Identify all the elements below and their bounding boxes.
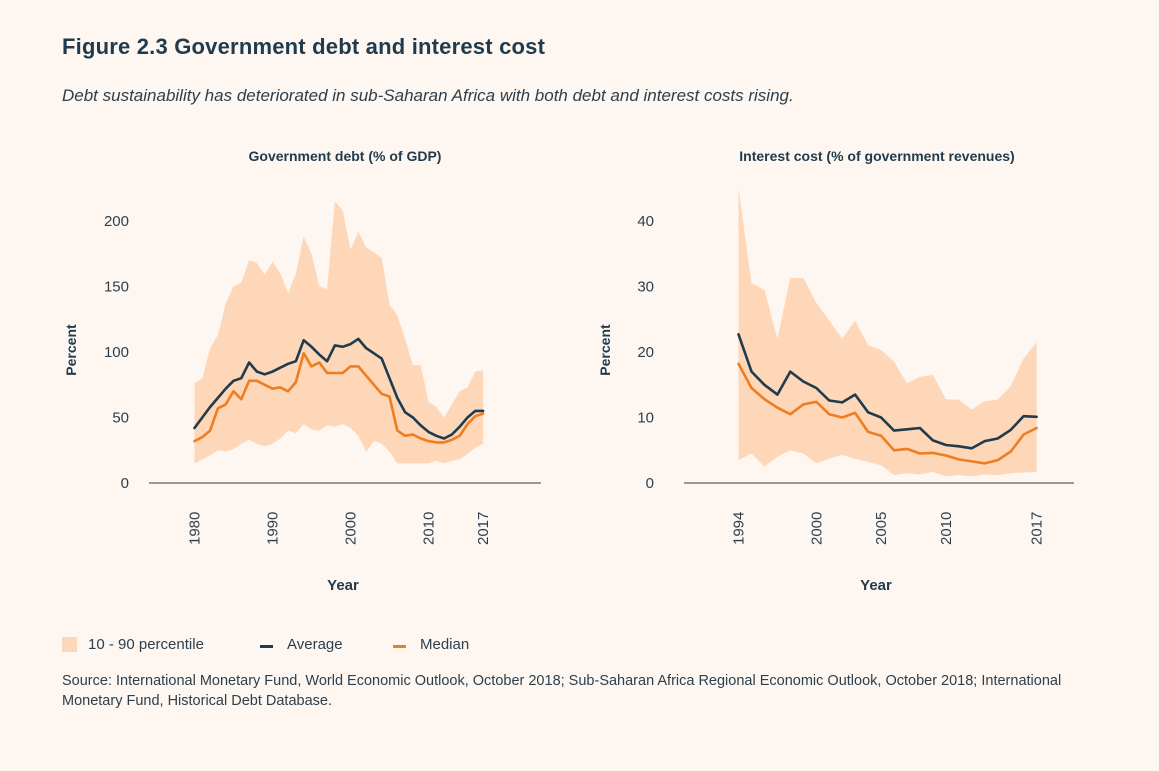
- legend-label-average: Average: [287, 636, 343, 653]
- median-line-debt: [193, 351, 485, 444]
- y-tick-label-interest: 10: [637, 410, 654, 427]
- chart-title-interest: Interest cost (% of government revenues): [739, 148, 1014, 164]
- x-tick-label-interest: 2000: [808, 512, 825, 545]
- band-swatch: [62, 637, 77, 652]
- y-tick-label-debt: 200: [104, 213, 129, 230]
- legend-label-band: 10 - 90 percentile: [88, 636, 204, 653]
- chart-title-debt: Government debt (% of GDP): [249, 148, 442, 164]
- band-area-interest: [738, 188, 1037, 477]
- figure-title: Figure 2.3 Government debt and interest …: [62, 34, 546, 59]
- y-axis-label-debt: Percent: [63, 324, 79, 376]
- y-tick-label-debt: 150: [104, 279, 129, 296]
- y-axis-label-interest: Percent: [597, 324, 613, 376]
- average-swatch: [260, 645, 273, 648]
- y-tick-label-interest: 20: [637, 344, 654, 361]
- legend-label-median: Median: [420, 636, 470, 653]
- y-tick-label-interest: 30: [637, 279, 654, 296]
- average-line-interest: [737, 332, 1038, 450]
- y-tick-label-interest: 0: [646, 475, 654, 492]
- source-note: Source: International Monetary Fund, Wor…: [62, 673, 1062, 709]
- x-tick-label-interest: 2005: [873, 512, 890, 545]
- x-tick-label-interest: 2010: [938, 512, 955, 545]
- x-tick-label-interest: 2017: [1029, 512, 1046, 545]
- x-tick-label-debt: 2010: [421, 512, 438, 545]
- y-tick-label-interest: 40: [637, 213, 654, 230]
- x-axis-label-debt: Year: [327, 577, 359, 594]
- y-tick-label-debt: 50: [112, 410, 129, 427]
- x-tick-label-debt: 2000: [343, 512, 360, 545]
- median-line-interest: [737, 362, 1038, 465]
- median-swatch: [393, 645, 406, 648]
- y-tick-label-debt: 100: [104, 344, 129, 361]
- x-tick-label-debt: 2017: [475, 512, 492, 545]
- x-tick-label-debt: 1990: [265, 512, 282, 545]
- x-tick-label-interest: 1994: [731, 512, 748, 545]
- average-line-debt: [193, 337, 485, 440]
- band-area-debt: [194, 201, 484, 464]
- x-axis-label-interest: Year: [860, 577, 892, 594]
- y-tick-label-debt: 0: [121, 475, 129, 492]
- figure-subtitle: Debt sustainability has deteriorated in …: [62, 86, 794, 105]
- x-tick-label-debt: 1980: [187, 512, 204, 545]
